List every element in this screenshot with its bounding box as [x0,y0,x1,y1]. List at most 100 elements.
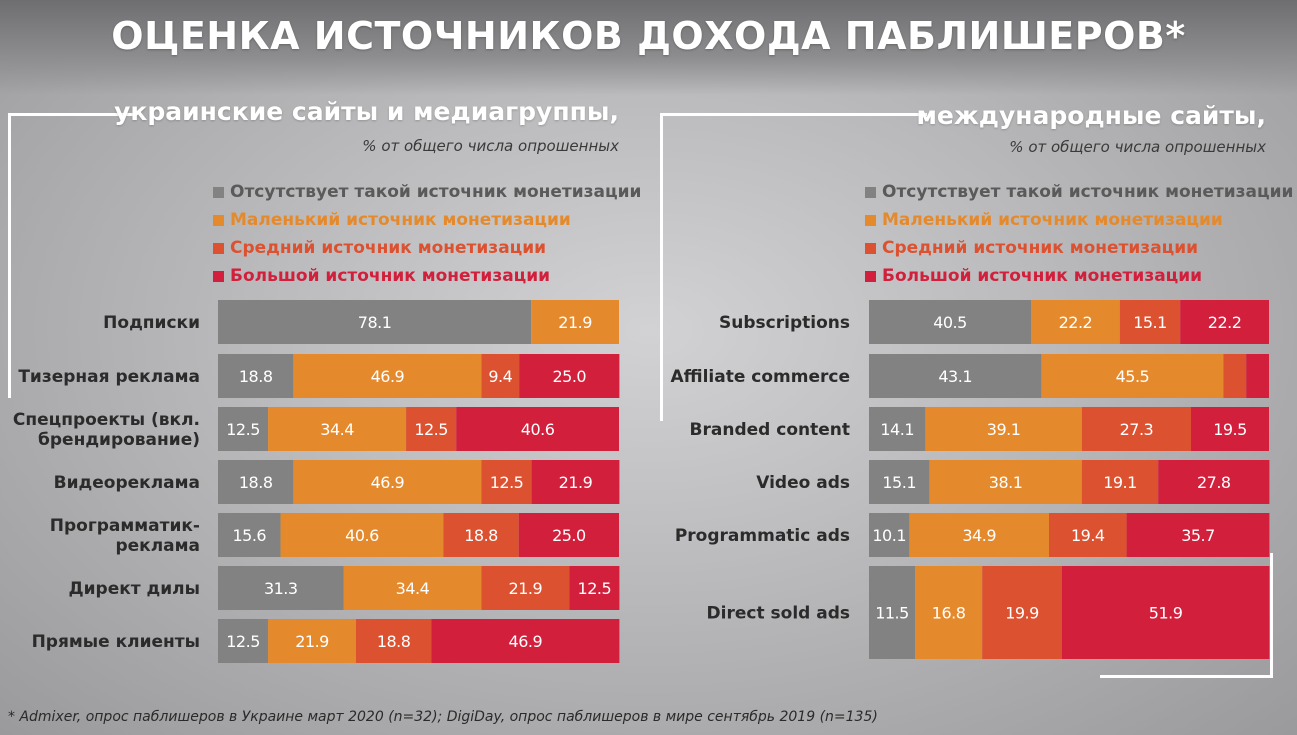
category-label: Тизерная реклама [18,367,200,387]
bar-segment [406,407,457,451]
data-label: 22.2 [1059,313,1093,332]
bar-segment [531,300,619,344]
data-label: 38.1 [989,473,1023,492]
category-label: брендирование) [38,430,200,450]
legend-label: Средний источник монетизации [882,238,1199,258]
data-label: 18.8 [239,367,273,386]
data-label: 46.9 [371,367,405,386]
bar-segment [355,619,432,663]
bar-segment [343,566,482,610]
bar-segment [443,513,519,557]
data-label: 16.8 [932,604,966,623]
data-label: 15.6 [232,526,266,545]
data-label: 31.3 [264,579,298,598]
bar-segment [268,407,407,451]
data-label: 78.1 [358,313,392,332]
category-label: Direct sold ads [707,604,850,624]
legend-label: Отсутствует такой источник монетизации [230,182,642,202]
bar-segment [869,354,1042,398]
category-label: Branded content [690,420,850,440]
data-label: 19.1 [1103,473,1137,492]
category-label: Subscriptions [719,313,850,333]
left-panel-frame [8,113,135,398]
data-label: 27.3 [1120,420,1154,439]
bar-segment [218,513,281,557]
data-label: 11.5 [875,604,909,623]
data-label: 46.9 [509,632,543,651]
right-panel-frame-bottom [1100,553,1273,678]
legend-item-large: Большой источник монетизации [213,262,641,290]
legend-swatch [213,186,224,198]
bar-segment [1158,460,1270,504]
bar-segment [1041,354,1224,398]
bar-segment [218,300,532,344]
data-label: 43.1 [938,367,972,386]
data-label: 22.2 [1208,313,1242,332]
data-label: 40.6 [521,420,555,439]
bar-segment [925,407,1082,451]
data-label: 19.5 [1213,420,1247,439]
international-stacked-bar-chart: Subscriptions 40.5 22.2 15.1 22.2 Affiliate c… [670,300,1270,659]
bar-segment [518,513,619,557]
data-label: 12.5 [490,473,524,492]
bar-segment [218,619,269,663]
legend-label: Маленький источник монетизации [230,210,571,230]
legend-item-large: Большой источник монетизации [865,262,1293,290]
data-label: 46.9 [371,473,405,492]
bar-segment [569,566,620,610]
legend-item-none: Отсутствует такой источник монетизации [865,178,1293,206]
data-label: 15.1 [882,473,916,492]
legend-swatch [213,214,224,226]
right-panel-subtitle: % от общего числа опрошенных [1009,138,1266,156]
data-label: 34.4 [320,420,354,439]
data-label: 21.9 [295,632,329,651]
legend-label: Отсутствует такой источник монетизации [882,182,1294,202]
legend-label: Большой источник монетизации [882,266,1203,286]
category-label: Директ дилы [68,579,200,599]
page-title: ОЦЕНКА ИСТОЧНИКОВ ДОХОДА ПАБЛИШЕРОВ* [111,14,1186,58]
right-panel-title: международные сайты, [916,101,1267,130]
data-label: 12.5 [226,632,260,651]
category-label: Спецпроекты (вкл. [13,410,200,430]
data-label: 12.5 [578,579,612,598]
data-label: 12.5 [226,420,260,439]
bar-segment [1126,513,1270,557]
legend-item-medium: Средний источник монетизации [213,234,641,262]
bar-segment [915,566,983,659]
legend-swatch [213,270,224,282]
data-label: 12.5 [414,420,448,439]
ukraine-stacked-bar-chart: Подписки 78.1 21.9 Тизерная реклама 18.8 46.9… [13,300,620,663]
footnote: * Admixer, опрос паблишеров в Украине ма… [8,709,878,725]
bar-segment [268,619,356,663]
legend-item-small: Маленький источник монетизации [865,206,1293,234]
bar-segment [481,566,570,610]
data-label: 40.6 [345,526,379,545]
data-label: 21.9 [558,313,592,332]
data-label: 15.1 [1133,313,1167,332]
bar-segment [929,460,1082,504]
category-label: Programmatic ads [675,526,850,546]
legend-item-none: Отсутствует такой источник монетизации [213,178,641,206]
data-label: 25.0 [552,367,586,386]
bar-segment [218,460,294,504]
bar-segment [293,354,482,398]
bar-segment [293,460,482,504]
data-label: 35.7 [1181,526,1215,545]
legend-label: Маленький источник монетизации [882,210,1223,230]
bar-segment [869,566,915,659]
bar-segment [218,407,269,451]
bar-segment [456,407,619,451]
legend-swatch [213,242,224,254]
data-label: 27.8 [1197,473,1231,492]
data-label: 45.5 [1116,367,1150,386]
bar-segment [481,354,520,398]
category-label: Программатик- [50,516,200,536]
bar-segment [1081,407,1191,451]
left-panel-subtitle: % от общего числа опрошенных [362,137,619,155]
bar-segment [869,300,1031,344]
bar-segment [909,513,1049,557]
category-label: Видеореклама [54,473,200,493]
data-label: 21.9 [509,579,543,598]
legend-item-small: Маленький источник монетизации [213,206,641,234]
bar-segment [431,619,620,663]
